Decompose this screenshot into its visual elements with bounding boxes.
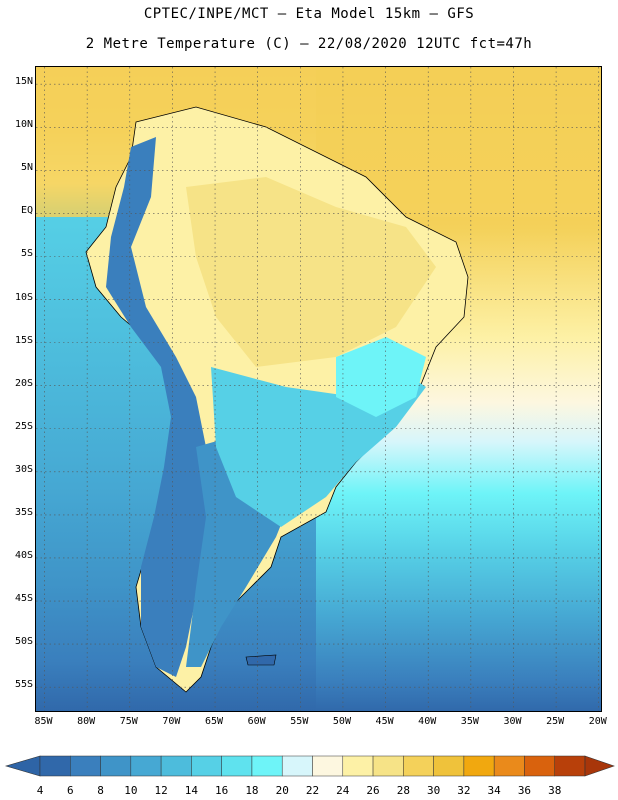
colorbar-swatch [39,755,71,777]
lat-label: 25S [14,420,33,432]
colorbar-tick-label: 36 [517,784,532,797]
lon-label: 55W [290,716,309,727]
amazon-warm [186,177,436,367]
lon-label: 75W [119,716,138,727]
colorbar-tick-label: 6 [66,784,74,797]
colorbar-swatch [160,755,192,777]
andes-cold [106,137,211,677]
colorbar-tick-label: 20 [275,784,289,797]
colorbar-tick-label: 14 [184,784,198,797]
colorbar-swatch [493,755,525,777]
colorbar-tick-label: 10 [124,784,138,797]
colorbar-swatch [130,755,162,777]
lat-label: 5S [20,248,33,260]
lon-label: 40W [418,716,437,727]
colorbar-swatch [342,755,374,777]
colorbar-swatch [251,755,283,777]
colorbar-tick-label: 18 [245,784,259,797]
lat-label: 15S [14,334,33,346]
lat-label: 35S [14,506,33,518]
lon-label: 85W [34,716,53,727]
colorbar-swatch [433,755,465,777]
colorbar-tick-label: 12 [154,784,168,797]
colorbar-swatch [100,755,132,777]
colorbar-tick-label: 32 [457,784,471,797]
temperature-map [35,66,602,712]
lat-label: 5N [20,162,33,174]
lon-label: 50W [332,716,351,727]
colorbar-tick-label: 28 [396,784,410,797]
colorbar-tick-label: 34 [487,784,501,797]
colorbar-tick-label: 22 [305,784,320,797]
colorbar-swatch [312,755,344,777]
lat-label: 45S [14,593,33,605]
lat-label: 10S [14,291,33,303]
lon-label: 80W [77,716,96,727]
colorbar-tick-label: 30 [426,784,441,797]
colorbar-under-triangle [4,755,41,777]
colorbar-tick-label: 24 [336,784,350,797]
lon-label: 20W [588,716,607,727]
lat-label: 50S [14,636,33,648]
lat-label: 20S [14,377,33,389]
lon-label: 60W [247,716,266,727]
colorbar-tick-label: 4 [36,784,44,797]
colorbar-swatch [403,755,434,777]
lon-label: 45W [375,716,394,727]
falklands [245,654,277,666]
lat-label: 10N [14,119,33,131]
colorbar-swatch [524,755,555,777]
lat-label: 30S [14,463,33,475]
colorbar-swatch [463,755,495,777]
colorbar-swatch [191,755,222,777]
highlands-cool [336,337,426,417]
colorbar-swatch [281,755,313,777]
colorbar-tick-label: 38 [548,784,562,797]
colorbar-over-triangle [584,755,615,777]
lon-label: 65W [205,716,224,727]
lon-label: 30W [503,716,522,727]
lat-label: 55S [14,679,33,691]
colorbar-tick-label: 16 [215,784,229,797]
lon-label: 70W [162,716,181,727]
colorbar-swatch [554,755,586,777]
colorbar-swatch [70,755,101,777]
model-title: CPTEC/INPE/MCT – Eta Model 15km – GFS [143,6,475,22]
field-title: 2 Metre Temperature (C) – 22/08/2020 12U… [85,36,533,52]
colorbar-swatch [372,755,404,777]
temperature-colorbar [4,755,615,777]
colorbar-swatch [221,755,253,777]
lon-label: 25W [546,716,565,727]
map-gridlines [36,67,601,711]
colorbar-tick-label: 8 [97,784,104,797]
lon-label: 35W [460,716,479,727]
lat-label: EQ [20,205,33,217]
map-canvas [36,67,601,711]
lat-label: 15N [14,76,33,88]
colorbar-tick-label: 26 [366,784,380,797]
lat-label: 40S [14,549,33,561]
